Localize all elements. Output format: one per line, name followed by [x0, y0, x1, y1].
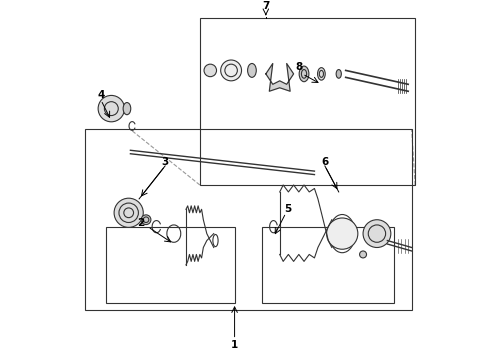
- Text: 2: 2: [137, 218, 145, 228]
- Text: 5: 5: [284, 204, 291, 214]
- Circle shape: [220, 60, 242, 81]
- Circle shape: [204, 64, 217, 77]
- Circle shape: [98, 95, 124, 122]
- Text: 6: 6: [321, 157, 328, 167]
- Text: 4: 4: [97, 90, 104, 100]
- Ellipse shape: [336, 69, 342, 78]
- Polygon shape: [266, 63, 294, 91]
- Text: 1: 1: [231, 340, 238, 350]
- Circle shape: [327, 218, 358, 249]
- Circle shape: [114, 198, 143, 228]
- Ellipse shape: [299, 66, 309, 82]
- Text: 7: 7: [262, 1, 270, 12]
- Ellipse shape: [123, 103, 131, 115]
- Text: 3: 3: [162, 157, 169, 167]
- Text: 8: 8: [295, 62, 302, 72]
- Ellipse shape: [318, 68, 325, 80]
- Circle shape: [141, 215, 151, 225]
- Circle shape: [363, 220, 391, 248]
- Circle shape: [360, 251, 367, 258]
- Ellipse shape: [247, 63, 256, 77]
